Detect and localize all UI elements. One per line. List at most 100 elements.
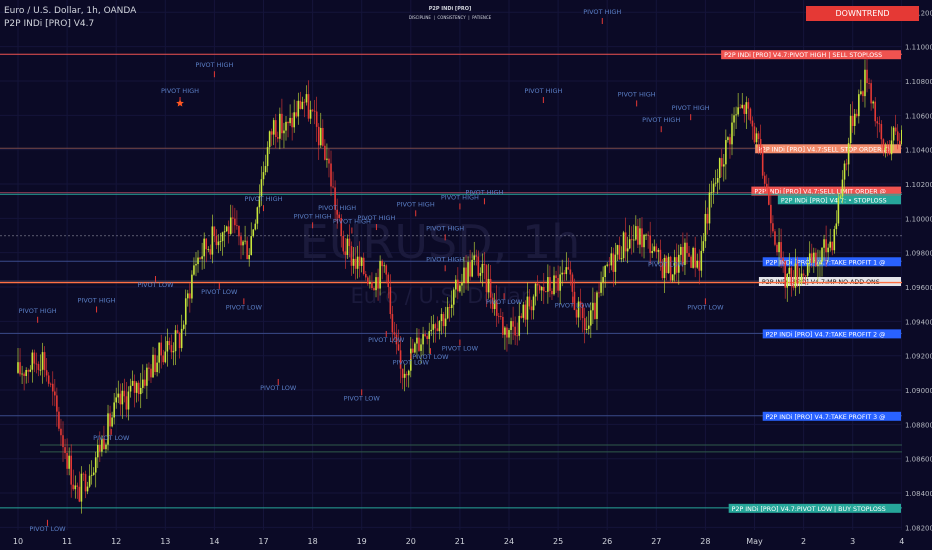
pivot-high-label: PIVOT HIGH: [195, 61, 233, 69]
price-level-label-bg: [762, 257, 901, 267]
pivot-high-label: PIVOT HIGH: [672, 104, 710, 112]
candle-body: [346, 238, 349, 255]
candle-body: [810, 253, 813, 263]
candle-body: [27, 370, 30, 372]
candle-body: [150, 368, 152, 378]
price-level-label-bg: [751, 186, 901, 196]
candle-body: [133, 380, 136, 393]
candle-body: [232, 217, 234, 219]
candle-body: [559, 274, 561, 291]
candle-body: [880, 124, 883, 140]
candle-body: [178, 333, 181, 349]
candle-body: [465, 267, 467, 283]
pivot-high-label: PIVOT HIGH: [426, 255, 464, 263]
candle-body: [645, 234, 647, 236]
price-tick-label: 1.09200: [905, 353, 932, 361]
candle-body: [84, 474, 87, 492]
candle-body: [612, 253, 615, 272]
candle-body: [481, 264, 484, 273]
candle-body: [401, 368, 404, 378]
candle-body: [223, 231, 226, 233]
candle-body: [412, 348, 414, 353]
candle-body: [592, 302, 594, 311]
candle-body: [78, 486, 81, 502]
candle-body: [536, 283, 539, 286]
time-tick-label: 3: [850, 537, 855, 546]
candle-body: [868, 83, 870, 84]
candle-body: [270, 131, 273, 135]
time-tick-label: 26: [602, 537, 612, 546]
candle-body: [238, 225, 240, 237]
candle-body: [262, 172, 265, 180]
candle-body: [749, 108, 752, 121]
candle-body: [782, 258, 784, 262]
candle-body: [174, 330, 177, 352]
candle-body: [254, 223, 257, 230]
candle-body: [432, 324, 435, 330]
time-tick-label: 20: [406, 537, 416, 546]
candle-body: [649, 235, 651, 254]
candle-body: [706, 213, 709, 224]
candle-body: [455, 279, 457, 290]
candle-body: [303, 101, 306, 103]
candle-body: [35, 363, 38, 365]
candle-body: [485, 265, 488, 293]
candle-body: [790, 267, 793, 286]
candle-body: [508, 330, 510, 338]
candle-body: [860, 91, 862, 95]
candle-body: [277, 137, 279, 139]
candle-body: [577, 301, 580, 318]
candle-body: [671, 274, 674, 281]
candle-body: [770, 204, 772, 224]
candle-body: [878, 123, 881, 125]
candle-body: [555, 275, 557, 279]
candle-body: [244, 240, 246, 242]
candle-body: [448, 307, 451, 308]
candle-body: [373, 288, 375, 291]
candle-body: [866, 69, 868, 84]
candle-body: [712, 183, 715, 193]
candle-body: [250, 236, 253, 256]
pivot-low-label: PIVOT LOW: [226, 303, 263, 311]
candle-body: [207, 249, 210, 251]
candle-body: [608, 264, 611, 266]
candle-body: [291, 117, 293, 128]
candle-body: [285, 121, 287, 131]
candle-body: [76, 485, 79, 487]
candle-body: [514, 326, 516, 336]
pivot-low-label: PIVOT LOW: [201, 288, 238, 296]
time-tick-label: 28: [700, 537, 710, 546]
candle-body: [19, 362, 21, 375]
candle-body: [602, 277, 604, 283]
price-axis: 1.08200 1.08400 1.08600 1.08800 1.09000 1.092…: [902, 0, 932, 550]
candle-body: [54, 391, 56, 396]
candle-body: [248, 255, 250, 260]
candle-body: [324, 145, 326, 160]
candle-body: [516, 335, 518, 337]
time-tick-label: 13: [160, 537, 170, 546]
candle-body: [610, 253, 613, 266]
candle-body: [628, 239, 631, 249]
candle-body: [313, 110, 316, 112]
candle-body: [160, 342, 163, 356]
candle-body: [547, 277, 549, 292]
candle-body: [164, 351, 167, 363]
candle-body: [825, 239, 827, 253]
candle-body: [268, 131, 271, 148]
candle-body: [665, 257, 668, 273]
price-level-label-bg: [762, 329, 901, 339]
candle-body: [616, 245, 619, 255]
candle-body: [684, 242, 686, 265]
candle-body: [745, 102, 748, 114]
candle-body: [497, 315, 500, 317]
candle-body: [884, 147, 887, 151]
candle-body: [545, 291, 547, 293]
price-tick-label: 1.11000: [905, 44, 932, 52]
candle-body: [420, 344, 422, 351]
candle-body: [131, 380, 134, 386]
candle-body: [203, 238, 205, 257]
candle-body: [315, 111, 318, 127]
candle-body: [870, 83, 872, 104]
candle-body: [837, 198, 840, 224]
